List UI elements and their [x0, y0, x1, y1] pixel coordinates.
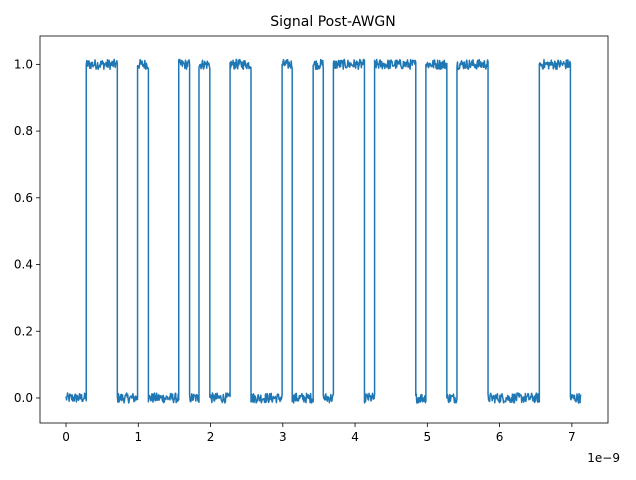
y-tick-label: 0.6 [14, 191, 33, 205]
x-tick-label: 3 [279, 430, 287, 444]
x-offset-label: 1e−9 [587, 451, 620, 465]
y-axis: 0.0 0.2 0.4 0.6 0.8 1.0 [14, 57, 40, 405]
x-tick-label: 2 [207, 430, 215, 444]
plot-area [39, 35, 609, 424]
signal-line [65, 58, 582, 404]
y-tick-label: 0.0 [14, 391, 33, 405]
x-tick-label: 7 [568, 430, 576, 444]
y-tick-label: 1.0 [14, 57, 33, 71]
y-tick-label: 0.2 [14, 324, 33, 338]
y-tick-label: 0.8 [14, 124, 33, 138]
chart-title: Signal Post-AWGN [270, 14, 395, 30]
x-tick-label: 4 [351, 430, 359, 444]
y-tick-label: 0.4 [14, 258, 33, 272]
x-tick-label: 6 [496, 430, 504, 444]
x-tick-label: 1 [134, 430, 142, 444]
axes-frame [39, 35, 609, 424]
x-tick-label: 5 [424, 430, 432, 444]
x-tick-label: 0 [62, 430, 70, 444]
x-axis: 0 1 2 3 4 5 6 7 [62, 423, 576, 444]
